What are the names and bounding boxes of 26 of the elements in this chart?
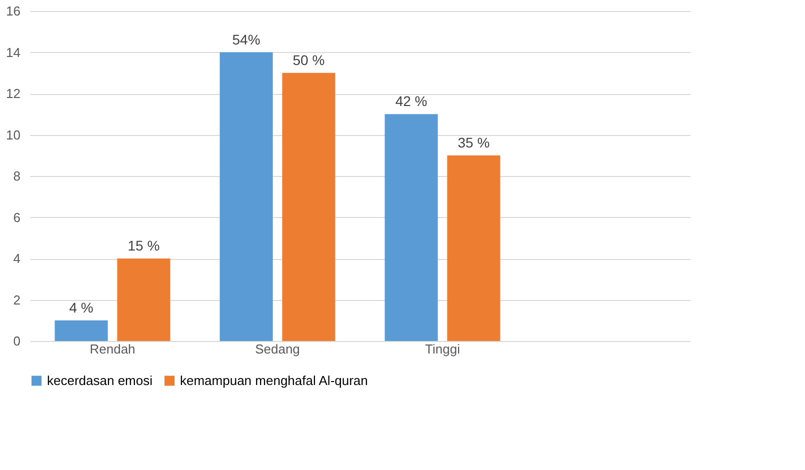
annotation: 42 %: [395, 93, 428, 110]
y-tick-label: 16: [6, 4, 20, 18]
y-tick-label: 4: [13, 251, 20, 266]
y-tick-label: 2: [13, 292, 20, 308]
x-tick-label: Sedang: [255, 342, 300, 356]
annotation: 50 %: [292, 52, 325, 68]
y-tick-label: 8: [13, 168, 20, 184]
x-tick-label: Rendah: [90, 342, 136, 356]
bar: [282, 72, 336, 341]
y-tick-label: 10: [6, 127, 20, 142]
bar: [220, 52, 273, 341]
bar: [447, 155, 500, 341]
annotation: 35 %: [458, 134, 490, 150]
y-tick-label: 0: [13, 334, 20, 348]
y-tick-label: 6: [13, 210, 20, 225]
annotation: 54%: [232, 31, 260, 48]
y-tick-label: 12: [6, 86, 20, 101]
bar: [384, 114, 438, 341]
bar: [54, 320, 108, 341]
legend-label: kemampuan menghafal Al-quran: [180, 372, 368, 388]
legend-label: kecerdasan emosi: [47, 372, 153, 388]
annotation: 15 %: [128, 238, 160, 254]
y-tick-label: 14: [6, 44, 20, 60]
bar: [117, 258, 170, 341]
annotation: 4 %: [69, 299, 94, 316]
x-tick-label: Tinggi: [425, 342, 460, 356]
